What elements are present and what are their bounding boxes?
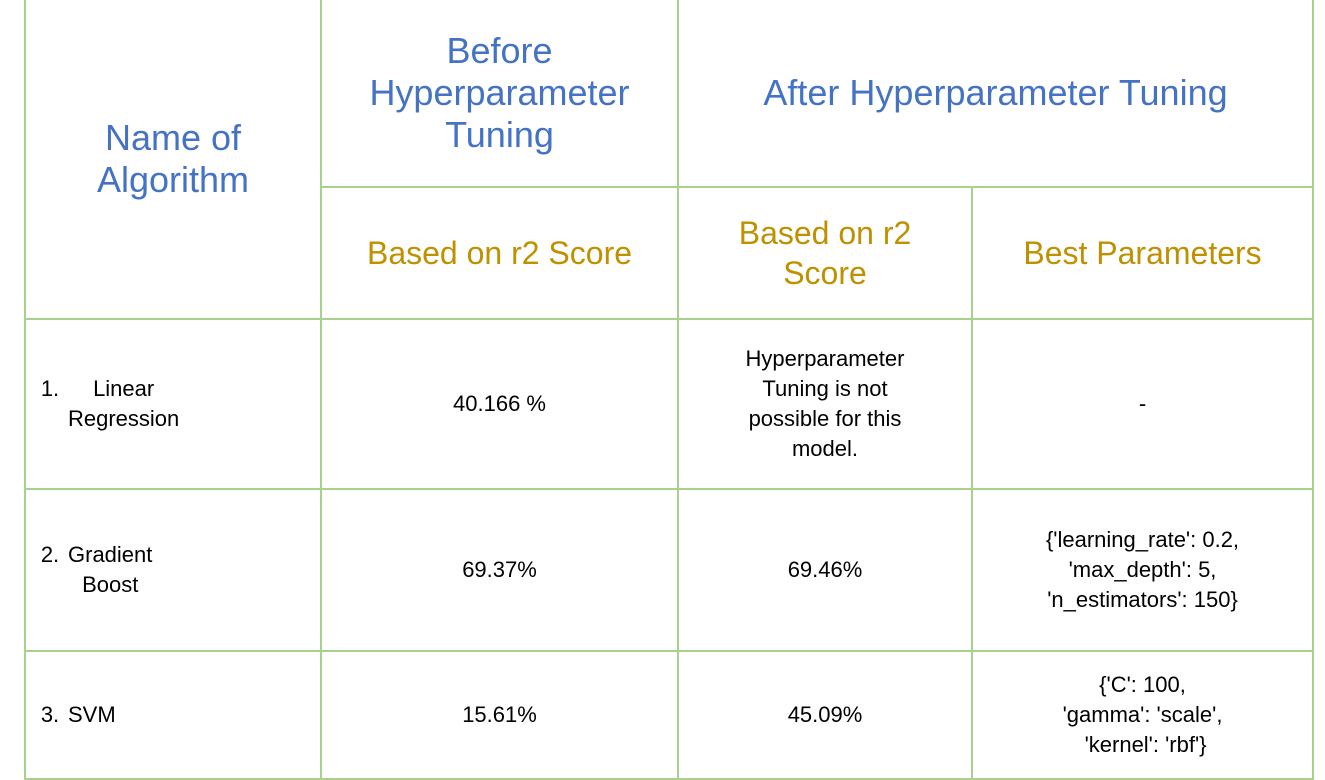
header-text-line: Tuning	[445, 114, 554, 155]
algorithm-name-cell: 2. Gradient Boost	[24, 488, 322, 652]
before-r2-value: 69.37%	[320, 488, 679, 652]
header-best-parameters: Best Parameters	[970, 186, 1315, 320]
header-text-line: Name of	[104, 117, 242, 158]
cell-text-line: possible for this	[748, 406, 902, 431]
cell-text-line: Hyperparameter	[745, 346, 905, 371]
algorithm-name-line: Boost	[82, 572, 139, 597]
before-r2-value: 40.166 %	[320, 318, 679, 490]
header-text-line: After Hyperparameter Tuning	[763, 72, 1228, 113]
algorithm-name-line: Regression	[68, 406, 180, 431]
header-text-line: Based on r2 Score	[366, 235, 633, 271]
algorithm-name-line: SVM	[68, 702, 116, 727]
row-number: 1.	[40, 376, 60, 401]
header-after-r2-score: Based on r2 Score	[677, 186, 973, 320]
best-parameters-value: -	[970, 318, 1315, 490]
after-r2-value: Hyperparameter Tuning is not possible fo…	[677, 318, 973, 490]
header-after-tuning: After Hyperparameter Tuning	[676, 0, 1315, 188]
param-line: 'kernel': 'rbf'}	[1078, 732, 1207, 757]
header-name-of-algorithm: Name of Algorithm	[24, 0, 322, 320]
best-parameters-value: {'learning_rate': 0.2, 'max_depth': 5, '…	[970, 488, 1315, 652]
table-row: 2. Gradient Boost 69.37% 69.46% {'learni…	[24, 488, 1315, 652]
cell-text: 69.46%	[787, 557, 863, 582]
cell-text: 69.37%	[462, 557, 537, 582]
cell-text: 40.166 %	[453, 391, 546, 416]
header-text-line: Hyperparameter	[369, 72, 630, 113]
header-text-line: Based on r2	[738, 215, 912, 251]
row-number: 3.	[40, 702, 60, 727]
param-line: 'gamma': 'scale',	[1062, 702, 1223, 727]
algorithm-name-cell: 3. SVM	[24, 650, 322, 780]
row-number: 2.	[40, 542, 60, 567]
algorithm-name-cell: 1. Linear Regression	[24, 318, 322, 490]
results-table: Name of Algorithm Before Hyperparameter …	[24, 0, 1315, 780]
param-line: {'learning_rate': 0.2,	[1045, 527, 1240, 552]
header-before-tuning: Before Hyperparameter Tuning	[320, 0, 679, 188]
header-row-sub: Based on r2 Score Based on r2 Score Best…	[25, 186, 1315, 320]
param-line: 'max_depth': 5,	[1068, 557, 1217, 582]
cell-text-line: Tuning is not	[762, 376, 888, 401]
header-text-line: Score	[783, 255, 867, 291]
after-r2-value: 45.09%	[677, 650, 973, 780]
best-parameters-value: {'C': 100, 'gamma': 'scale', 'kernel': '…	[970, 650, 1315, 780]
after-r2-value: 69.46%	[677, 488, 973, 652]
cell-text: 15.61%	[462, 702, 537, 727]
table-row: 1. Linear Regression 40.166 % Hyperparam…	[24, 318, 1315, 490]
param-line: 'n_estimators': 150}	[1047, 587, 1238, 612]
algorithm-name-line: Linear	[93, 376, 155, 401]
header-text-line: Before	[446, 30, 553, 71]
cell-text: -	[1138, 391, 1147, 416]
header-text-line: Best Parameters	[1023, 235, 1262, 271]
table-row: 3. SVM 15.61% 45.09% {'C': 100, 'gamma':…	[24, 650, 1315, 780]
algorithm-name-line: Gradient	[68, 542, 153, 567]
cell-text-line: model.	[791, 436, 859, 461]
header-row-top: Name of Algorithm Before Hyperparameter …	[24, 0, 1315, 320]
cell-text: 45.09%	[787, 702, 863, 727]
header-before-r2-score: Based on r2 Score	[320, 186, 679, 320]
param-line: {'C': 100,	[1099, 672, 1186, 697]
before-r2-value: 15.61%	[320, 650, 679, 780]
header-text-line: Algorithm	[96, 159, 250, 200]
